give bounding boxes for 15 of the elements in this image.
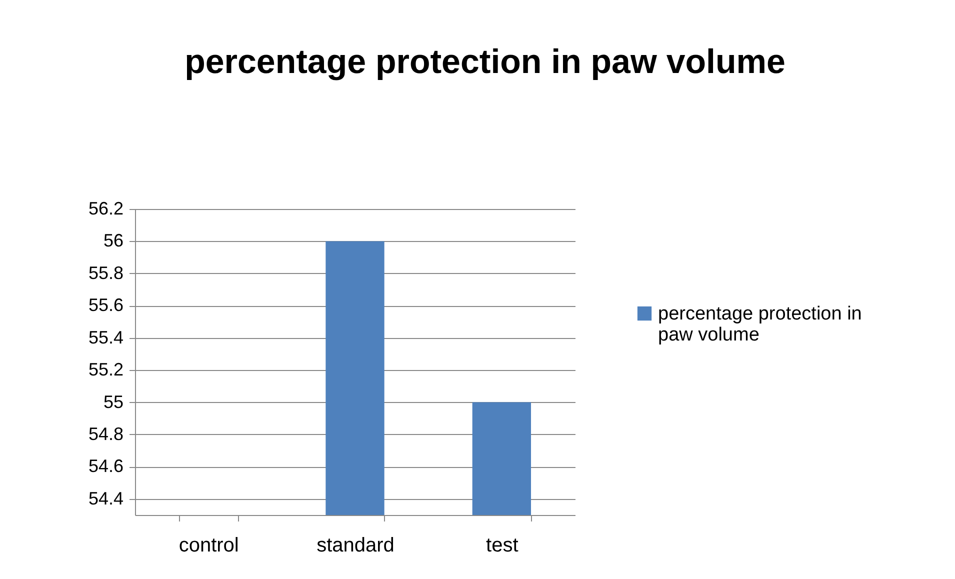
y-tick-label: 55	[103, 392, 124, 412]
y-tick-label: 54.6	[88, 456, 124, 476]
x-tick-label: control	[178, 534, 239, 556]
y-tick-label: 54.4	[88, 488, 124, 508]
chart-title: percentage protection in paw volume	[184, 43, 786, 81]
y-tick-label: 55.4	[88, 327, 124, 348]
y-tick-label: 55.8	[88, 262, 124, 283]
x-tick-label: test	[486, 534, 519, 556]
y-tick-label: 56	[103, 230, 124, 251]
y-tick-label: 56.2	[88, 198, 124, 218]
y-tick-label: 55.6	[88, 295, 124, 316]
y-tick-label: 55.2	[88, 360, 124, 380]
y-tick-label: 54.8	[88, 424, 124, 444]
x-tick-label: standard	[316, 534, 394, 556]
legend-label: percentage protection in paw volume	[658, 304, 862, 346]
